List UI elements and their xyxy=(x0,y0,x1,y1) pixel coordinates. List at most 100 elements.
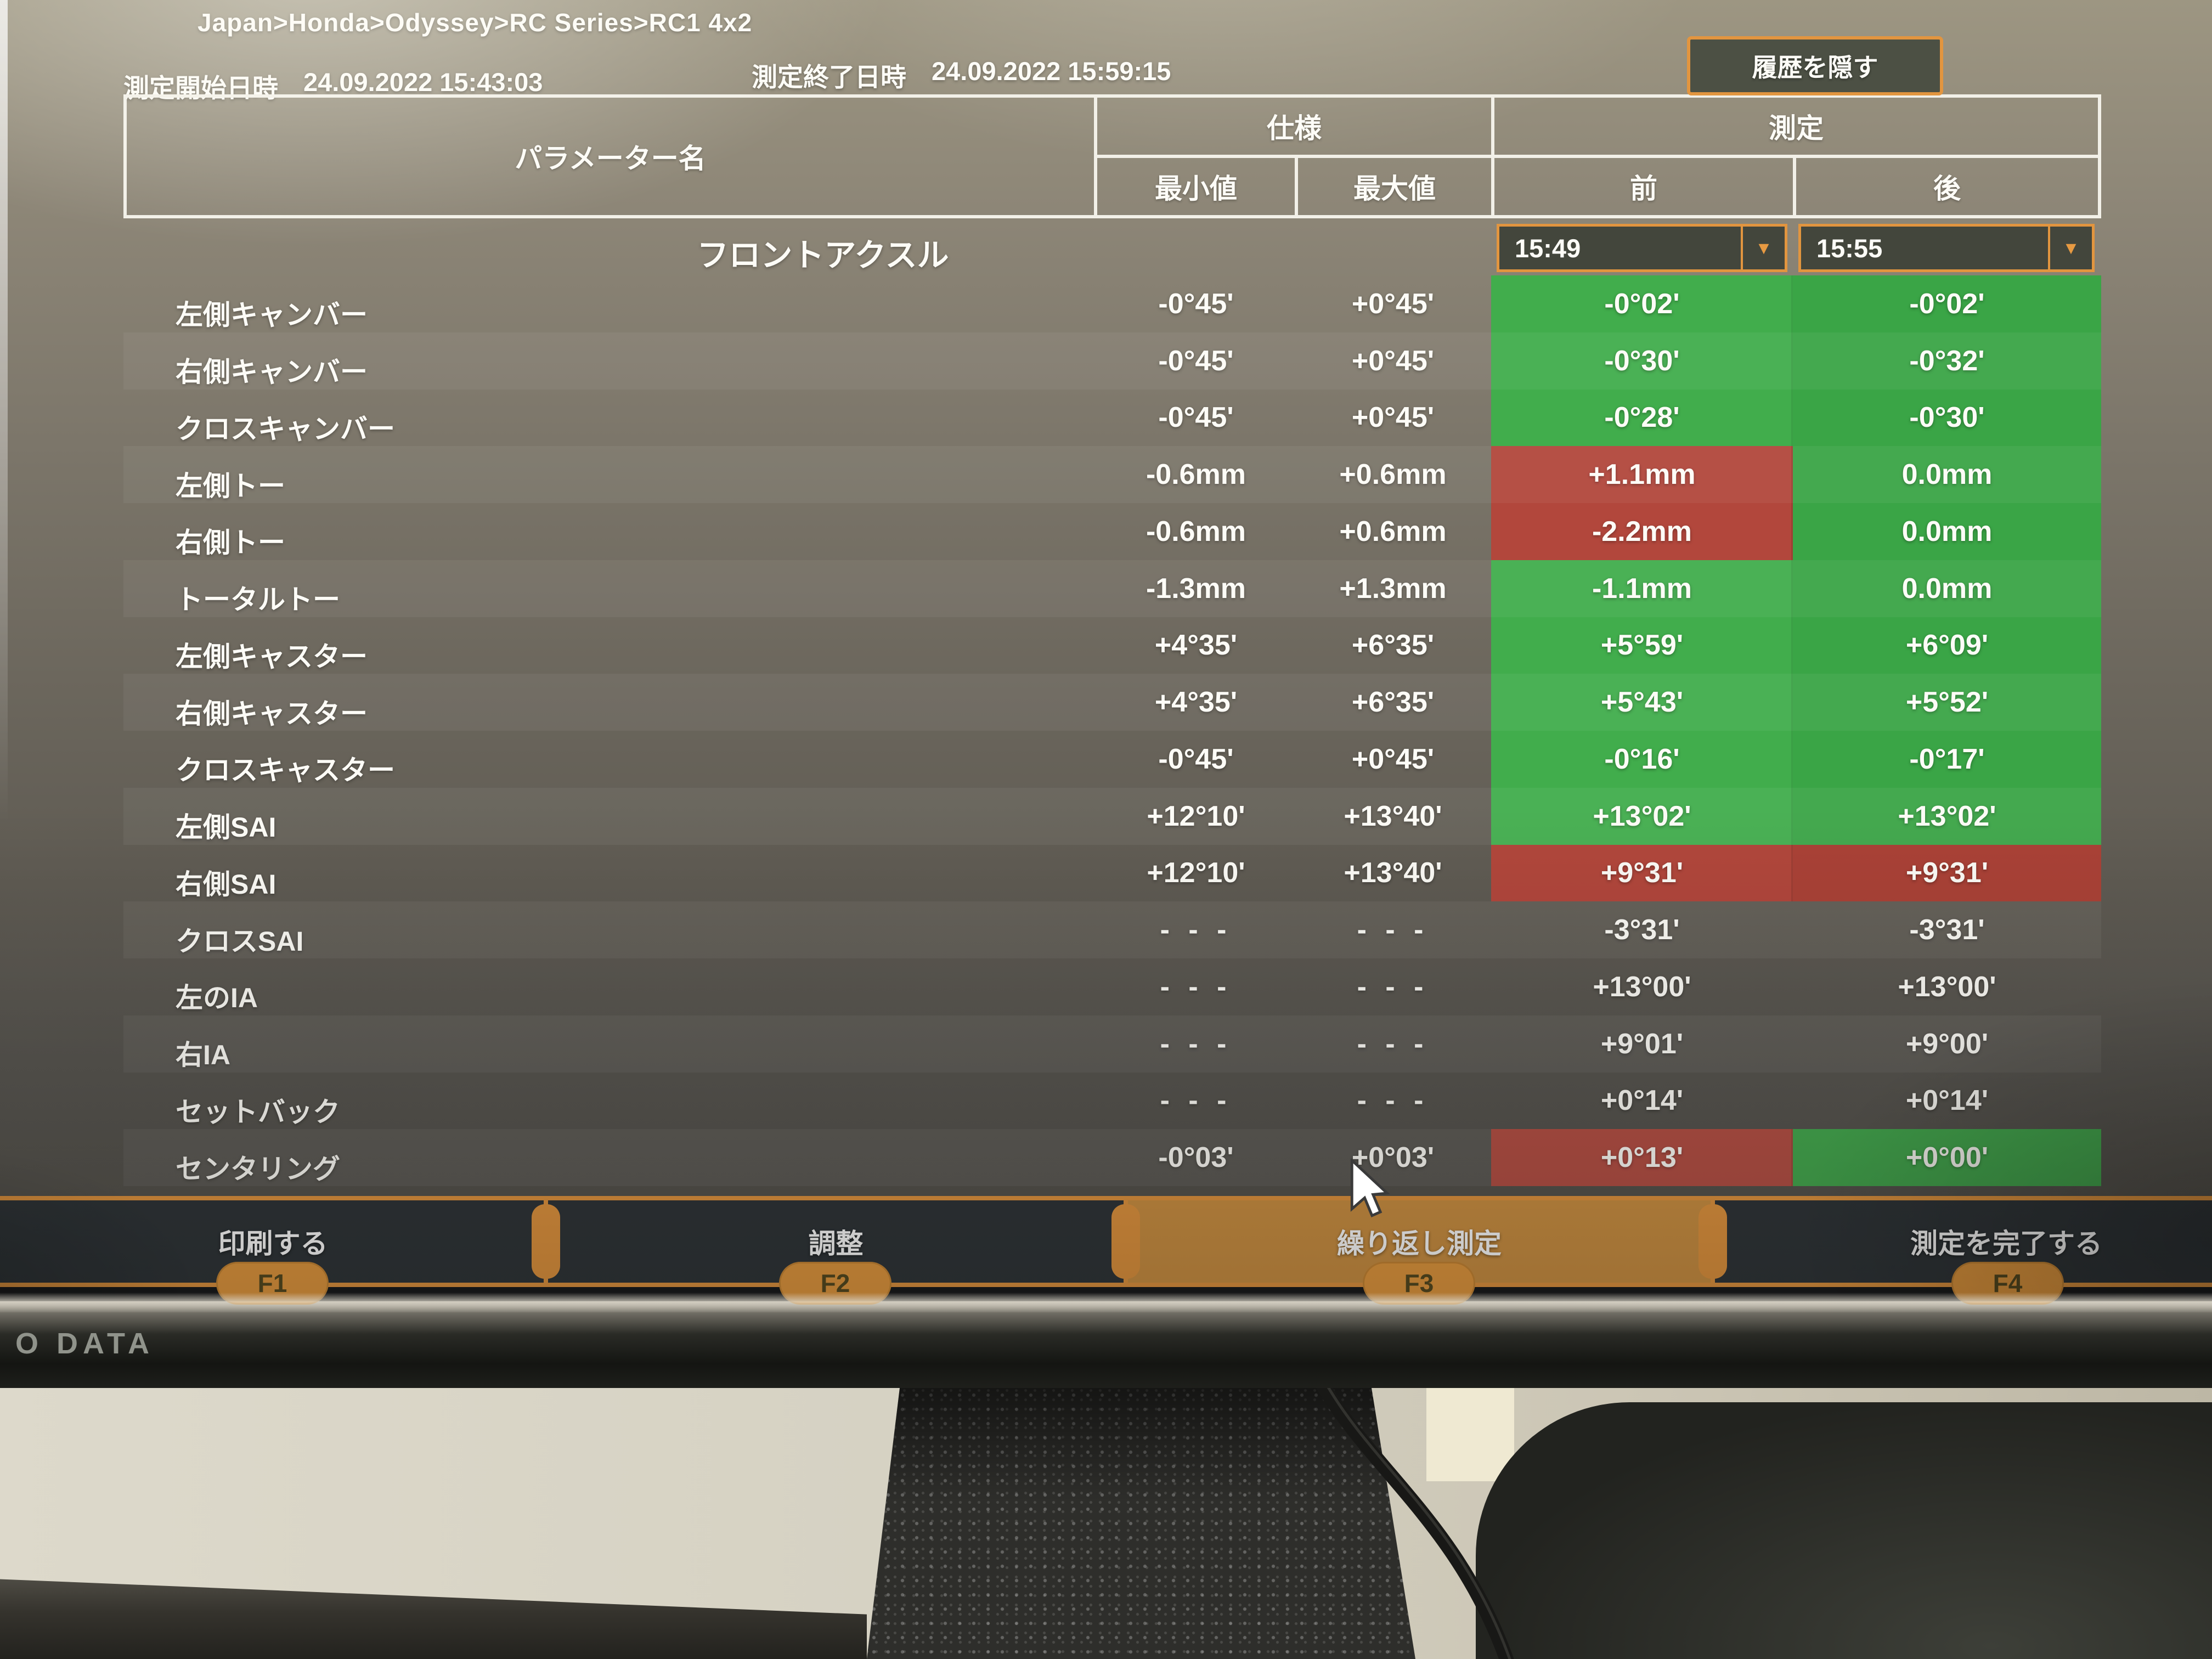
table-rows: 左側キャンバー -0°45' +0°45' -0°02' -0°02' 右側キャ… xyxy=(123,275,2101,1186)
start-time-label: 測定開始日時 xyxy=(123,74,278,103)
measured-after-value: +5°52' xyxy=(1793,674,2101,731)
spec-max-value: - - - xyxy=(1357,970,1429,1003)
table-row: トータルトー -1.3mm +1.3mm -1.1mm 0.0mm xyxy=(123,560,2101,617)
monitor-stand xyxy=(867,1388,1415,1659)
section-title-front-axle: フロントアクスル xyxy=(697,238,949,273)
after-time-value: 15:55 xyxy=(1816,233,1883,263)
equipment-silhouette xyxy=(1476,1402,2212,1659)
table-row: 左側キャスター +4°35' +6°35' +5°59' +6°09' xyxy=(123,617,2101,674)
spec-min-value: +4°35' xyxy=(1154,629,1238,662)
before-header: 前 xyxy=(1491,155,1793,215)
param-name: 左側キャスター xyxy=(176,641,368,672)
spec-max-value: +6°35' xyxy=(1351,629,1435,662)
param-name: セットバック xyxy=(176,1096,340,1127)
table-row: 右側SAI +12°10' +13°40' +9°31' +9°31' xyxy=(123,844,2101,902)
measured-before-value: -3°31' xyxy=(1604,914,1680,946)
monitor-brand-logo: O DATA xyxy=(15,1327,154,1360)
measured-after-value: +6°09' xyxy=(1793,617,2101,674)
spec-min-value: +12°10' xyxy=(1147,857,1245,889)
param-name: 右側キャンバー xyxy=(176,357,368,387)
end-time-value: 24.09.2022 15:59:15 xyxy=(932,57,1171,86)
spec-max-value: +0.6mm xyxy=(1339,459,1447,491)
spec-max-value: +0°45' xyxy=(1351,287,1435,320)
measured-before-value: -0°16' xyxy=(1491,731,1793,788)
param-name: クロスキャスター xyxy=(176,755,395,786)
param-name: クロスSAI xyxy=(176,926,304,957)
complete-measurement-button-label: 測定を完了する xyxy=(1910,1228,2102,1259)
spec-min-value: +4°35' xyxy=(1154,686,1238,719)
spec-max-value: +0°45' xyxy=(1351,743,1435,775)
screen-edge-glare xyxy=(0,0,8,823)
table-row: 右側キャンバー -0°45' +0°45' -0°30' -0°32' xyxy=(123,332,2101,390)
measurement-header: 測定 xyxy=(1491,98,2098,155)
print-button[interactable]: 印刷する xyxy=(0,1200,546,1283)
spec-min-value: - - - xyxy=(1160,914,1232,946)
measured-before-value: -1.1mm xyxy=(1491,560,1793,617)
f1-key-badge[interactable]: F1 xyxy=(216,1262,329,1305)
table-row: 右側トー -0.6mm +0.6mm -2.2mm 0.0mm xyxy=(123,503,2101,560)
hide-history-button[interactable]: 履歴を隠す xyxy=(1687,36,1943,95)
spec-min-value: -0°45' xyxy=(1158,743,1234,775)
table-row: セットバック - - - - - - +0°14' +0°14' xyxy=(123,1073,2101,1130)
table-row: クロスキャスター -0°45' +0°45' -0°16' -0°17' xyxy=(123,731,2101,788)
end-time-label: 測定終了日時 xyxy=(752,63,906,92)
table-row: 左側SAI +12°10' +13°40' +13°02' +13°02' xyxy=(123,787,2101,845)
table-row: センタリング -0°03' +0°03' +0°13' +0°00' xyxy=(123,1129,2101,1186)
param-name: 左側トー xyxy=(176,470,285,501)
adjust-button[interactable]: 調整 xyxy=(546,1200,1126,1283)
spec-max-value: +13°40' xyxy=(1344,800,1442,832)
spec-max-value: +0°45' xyxy=(1351,345,1435,377)
param-name: センタリング xyxy=(176,1153,340,1184)
measured-after-value: +13°00' xyxy=(1898,970,1996,1003)
param-name: 右側キャスター xyxy=(176,698,368,729)
spec-header: 仕様 xyxy=(1267,113,1322,144)
measured-after-value: -0°02' xyxy=(1793,275,2101,332)
measured-after-value: +0°14' xyxy=(1905,1085,1989,1117)
spec-max-value: +0.6mm xyxy=(1339,515,1447,548)
wall-column xyxy=(1426,1388,1514,1481)
measured-before-value: +13°00' xyxy=(1593,970,1691,1003)
f4-key-badge[interactable]: F4 xyxy=(1951,1262,2064,1305)
measured-before-value: +9°31' xyxy=(1491,844,1793,902)
measured-before-value: +1.1mm xyxy=(1491,446,1793,503)
measured-after-value: -0°17' xyxy=(1793,731,2101,788)
param-name: 左側SAI xyxy=(176,812,276,843)
spec-min-value: +12°10' xyxy=(1147,800,1245,832)
f2-key-badge[interactable]: F2 xyxy=(779,1262,891,1305)
before-time-select[interactable]: 15:49 ▼ xyxy=(1497,224,1787,272)
measured-after-value: +9°00' xyxy=(1905,1028,1989,1060)
adjust-button-label: 調整 xyxy=(808,1228,864,1259)
repeat-measurement-button-label: 繰り返し測定 xyxy=(1337,1228,1502,1259)
after-time-select[interactable]: 15:55 ▼ xyxy=(1798,224,2095,272)
complete-measurement-button[interactable]: 測定を完了する xyxy=(1713,1200,2212,1283)
table-row: 右IA - - - - - - +9°01' +9°00' xyxy=(123,1015,2101,1073)
table-row: クロスキャンバー -0°45' +0°45' -0°28' -0°30' xyxy=(123,389,2101,447)
table-row: 右側キャスター +4°35' +6°35' +5°43' +5°52' xyxy=(123,674,2101,731)
spec-max-value: - - - xyxy=(1357,914,1429,946)
measured-before-value: +0°14' xyxy=(1600,1085,1684,1117)
alignment-app-screen: Japan>Honda>Odyssey>RC Series>RC1 4x2 測定… xyxy=(0,0,2212,1305)
measured-before-value: +5°43' xyxy=(1491,674,1793,731)
spec-max-value: +6°35' xyxy=(1351,686,1435,719)
f3-key-badge[interactable]: F3 xyxy=(1363,1262,1475,1305)
table-row: 左側キャンバー -0°45' +0°45' -0°02' -0°02' xyxy=(123,275,2101,332)
spec-max-value: +0°45' xyxy=(1351,402,1435,434)
spec-min-value: -0°45' xyxy=(1158,345,1234,377)
min-value-header: 最小値 xyxy=(1097,155,1295,215)
spec-min-value: - - - xyxy=(1160,970,1232,1003)
measurement-end-datetime: 測定終了日時 24.09.2022 15:59:15 xyxy=(752,56,1171,94)
spec-min-value: -0°03' xyxy=(1158,1142,1234,1174)
spec-min-value: - - - xyxy=(1160,1028,1232,1060)
table-row: クロスSAI - - - - - - -3°31' -3°31' xyxy=(123,901,2101,958)
spec-min-value: -1.3mm xyxy=(1146,572,1246,605)
measured-after-value: 0.0mm xyxy=(1793,560,2101,617)
measured-before-value: -0°30' xyxy=(1491,332,1793,390)
measured-before-value: -0°02' xyxy=(1491,275,1793,332)
measured-after-value: 0.0mm xyxy=(1793,503,2101,560)
spec-max-value: +1.3mm xyxy=(1339,572,1447,605)
cable xyxy=(1316,1388,1514,1659)
function-key-bar: 印刷する 調整 繰り返し測定 測定を完了する F1 F2 F3 F4 xyxy=(0,1196,2212,1305)
max-value-header: 最大値 xyxy=(1295,155,1491,215)
measured-after-value: +0°00' xyxy=(1793,1129,2101,1186)
